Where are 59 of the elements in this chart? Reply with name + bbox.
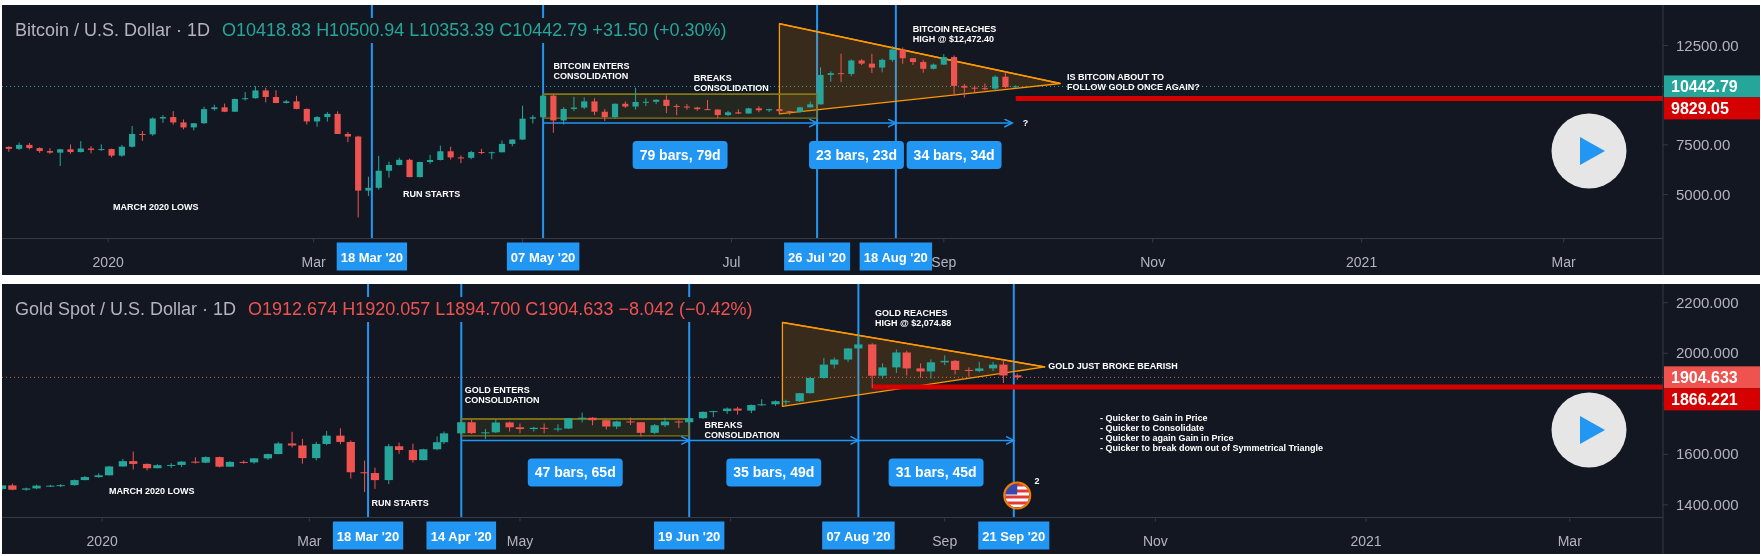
ref-line-label: 14 Apr '20	[430, 528, 492, 544]
series-label: 79 bars, 79d	[639, 147, 721, 164]
series-label: 23 bars, 23d	[816, 147, 897, 164]
series-label: 1866.221	[1671, 390, 1738, 408]
annotation: IS BITCOIN ABOUT TO FOLLOW GOLD ONCE AGAIN?	[1067, 72, 1200, 93]
ref-line-label: 1904.633	[1671, 368, 1738, 386]
y-tick-label: 12500.00	[1676, 36, 1739, 54]
y-tick-label: 5000.00	[1676, 185, 1731, 203]
annotation: MARCH 2020 LOWS	[113, 202, 199, 213]
x-tick-label: Sep	[931, 253, 957, 270]
ref-line-label: 18 Aug '20	[863, 249, 928, 265]
ref-line-label: 21 Sep '20	[982, 528, 1046, 544]
x-tick-label: 2020	[92, 253, 124, 270]
series-label: 35 bars, 49d	[733, 464, 815, 481]
annotation: RUN STARTS	[403, 189, 461, 200]
x-tick-label: Mar	[297, 532, 322, 549]
text: Gold Spot / U.S. Dollar · 1D	[15, 299, 237, 319]
ref-line-label: 18 Mar '20	[336, 528, 400, 544]
x-tick-label: Mar	[301, 253, 327, 270]
x-tick-label: Sep	[932, 532, 958, 549]
annotation: 2	[1034, 476, 1040, 487]
text: Bitcoin / U.S. Dollar · 1D	[15, 20, 211, 40]
x-tick-label: Jul	[722, 253, 741, 270]
series-label: 47 bars, 65d	[534, 464, 616, 481]
x-tick-label: 2021	[1350, 532, 1382, 549]
x-tick-label: 2020	[86, 532, 118, 549]
annotation: BREAKS CONSOLIDATION	[693, 73, 769, 94]
annotation: GOLD ENTERS CONSOLIDATION	[464, 385, 540, 406]
y-tick-label: 1600.000	[1676, 445, 1739, 463]
x-tick-label: Mar	[1551, 253, 1577, 270]
x-tick-label: Nov	[1140, 253, 1166, 270]
ref-line-label: 19 Jun '20	[658, 528, 721, 544]
y-tick-label: 1400.000	[1676, 495, 1739, 513]
x-tick-label: May	[506, 532, 534, 549]
x-tick-label: 2021	[1346, 253, 1378, 270]
annotation: RUN STARTS	[371, 498, 429, 509]
text: O10418.83 H10500.94 L10353.39 C10442.79 +31.50 (+0.30%)	[222, 20, 727, 40]
ref-line-label: 07 Aug '20	[826, 528, 891, 544]
ref-line-label: 18 Mar '20	[340, 249, 404, 265]
x-tick-label: Nov	[1142, 532, 1168, 549]
y-tick-label: 2000.000	[1676, 344, 1739, 362]
annotation: ?	[1022, 118, 1029, 129]
x-tick-label: Mar	[1557, 532, 1583, 549]
annotation: BITCOIN REACHES HIGH @ $12,472.40	[912, 23, 997, 44]
annotation: - Quicker to Gain in Price - Quicker to Consolidate - Quicker to again Gain in Price - Quicker to break down out of Symmetrical Triangle	[1100, 413, 1324, 454]
annotation: BREAKS CONSOLIDATION	[704, 419, 780, 440]
y-tick-label: 7500.00	[1676, 135, 1731, 153]
series-label: 34 bars, 34d	[913, 147, 995, 164]
series-label: 9829.05	[1671, 99, 1729, 117]
y-tick-label: 2200.000	[1676, 293, 1739, 311]
annotation: GOLD REACHES HIGH @ $2,074.88	[875, 307, 952, 328]
annotation: MARCH 2020 LOWS	[109, 486, 195, 497]
text: O1912.674 H1920.057 L1894.700 C1904.633 −8.042 (−0.42%)	[248, 299, 753, 319]
ref-line-label: 10442.79	[1671, 77, 1738, 95]
ref-line-label: 07 May '20	[510, 249, 576, 265]
annotation: GOLD JUST BROKE BEARISH	[1048, 361, 1178, 372]
ref-line-label: 26 Jul '20	[788, 249, 847, 265]
annotation: BITCOIN ENTERS CONSOLIDATION	[553, 60, 630, 81]
series-label: 31 bars, 45d	[895, 464, 977, 481]
